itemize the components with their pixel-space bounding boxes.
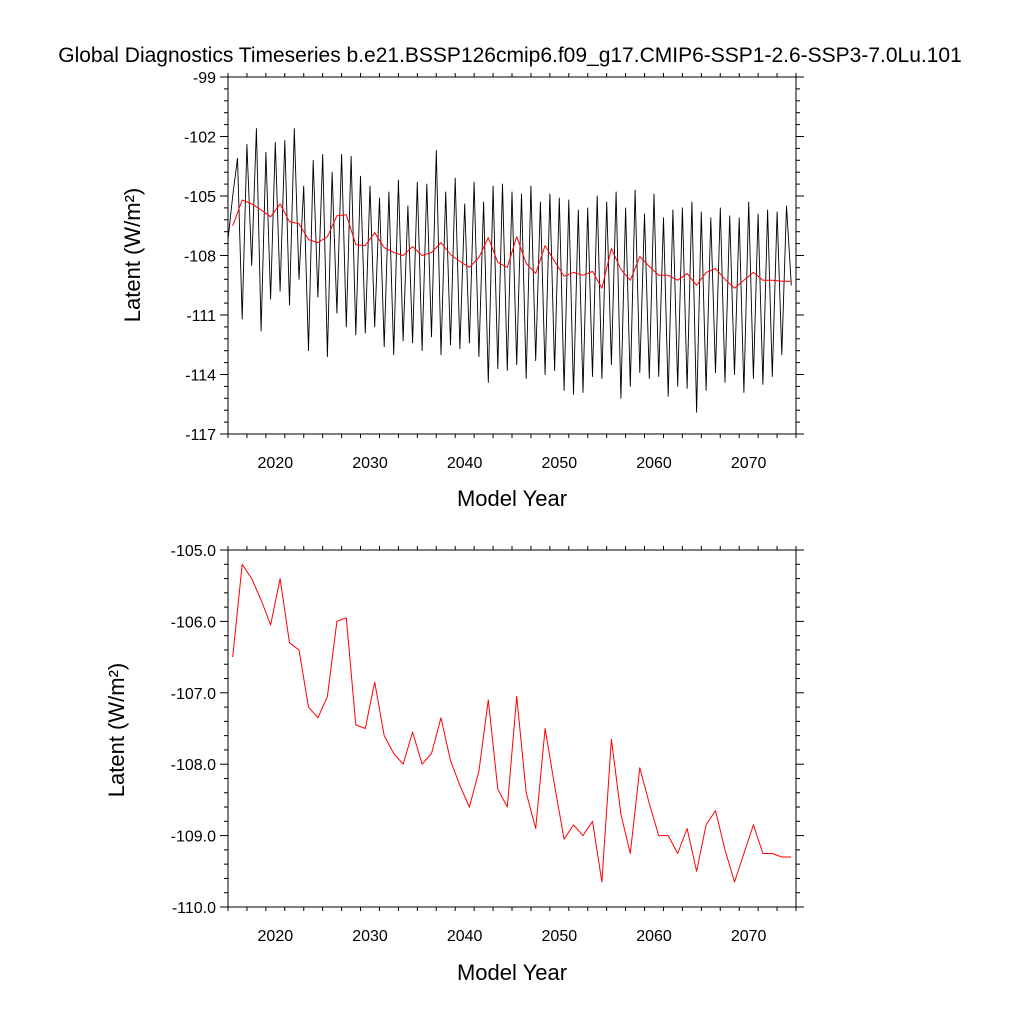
x-tick-label: 2070 — [731, 928, 767, 945]
y-tick-label: -109.0 — [171, 829, 216, 846]
y-tick-label: -106.0 — [171, 614, 216, 631]
series-line-0 — [232, 563, 792, 883]
x-tick-label: 2050 — [542, 455, 578, 472]
y-tick-label: -114 — [185, 368, 216, 385]
x-tick-label: 2030 — [352, 455, 388, 472]
x-tick-label: 2030 — [352, 928, 388, 945]
x-tick-label: 2020 — [258, 455, 294, 472]
y-axis-label: Latent (W/m²) — [104, 663, 129, 797]
y-tick-label: -110.0 — [172, 900, 216, 917]
y-tick-label: -105.0 — [171, 543, 216, 560]
y-tick-label: -105 — [184, 189, 216, 206]
y-tick-label: -108.0 — [171, 757, 216, 774]
x-tick-label: 2060 — [636, 455, 672, 472]
bottom-panel: 2020 2030 2040 2050 2060 2070 -110.0 -109.0 -108… — [104, 543, 804, 985]
plot-frame — [227, 549, 797, 908]
x-tick-label: 2070 — [731, 455, 767, 472]
series-line-0 — [227, 128, 792, 413]
x-tick-label: 2040 — [447, 928, 483, 945]
x-tick-label: 2050 — [542, 928, 578, 945]
y-axis-label: Latent (W/m²) — [120, 188, 145, 322]
series-line-1 — [232, 199, 792, 289]
x-tick-label: 2060 — [636, 928, 672, 945]
x-axis-label: Model Year — [457, 486, 567, 511]
y-tick-label: -99 — [193, 70, 216, 87]
top-panel: 2020 2030 2040 2050 2060 2070 -117 -114 -111 -108… — [120, 70, 804, 511]
y-tick-label: -107.0 — [171, 686, 216, 703]
y-tick-label: -111 — [186, 308, 216, 325]
plot-frame — [227, 76, 797, 435]
y-tick-label: -117 — [185, 427, 216, 444]
x-tick-label: 2040 — [447, 455, 483, 472]
y-tick-label: -102 — [184, 130, 216, 147]
x-axis-label: Model Year — [457, 960, 567, 985]
x-tick-label: 2020 — [258, 928, 294, 945]
y-tick-label: -108 — [184, 249, 216, 266]
chart-title: Global Diagnostics Timeseries b.e21.BSSP… — [58, 44, 962, 67]
